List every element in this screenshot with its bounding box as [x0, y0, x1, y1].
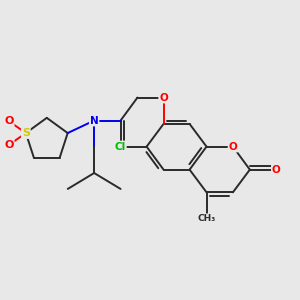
Text: N: N [90, 116, 98, 126]
Text: O: O [229, 142, 237, 152]
Text: S: S [22, 128, 30, 138]
Text: O: O [272, 165, 280, 175]
Text: O: O [4, 140, 14, 150]
Text: Cl: Cl [115, 142, 126, 152]
Text: O: O [159, 92, 168, 103]
Text: CH₃: CH₃ [197, 214, 216, 223]
Text: O: O [116, 142, 125, 152]
Text: O: O [4, 116, 14, 126]
